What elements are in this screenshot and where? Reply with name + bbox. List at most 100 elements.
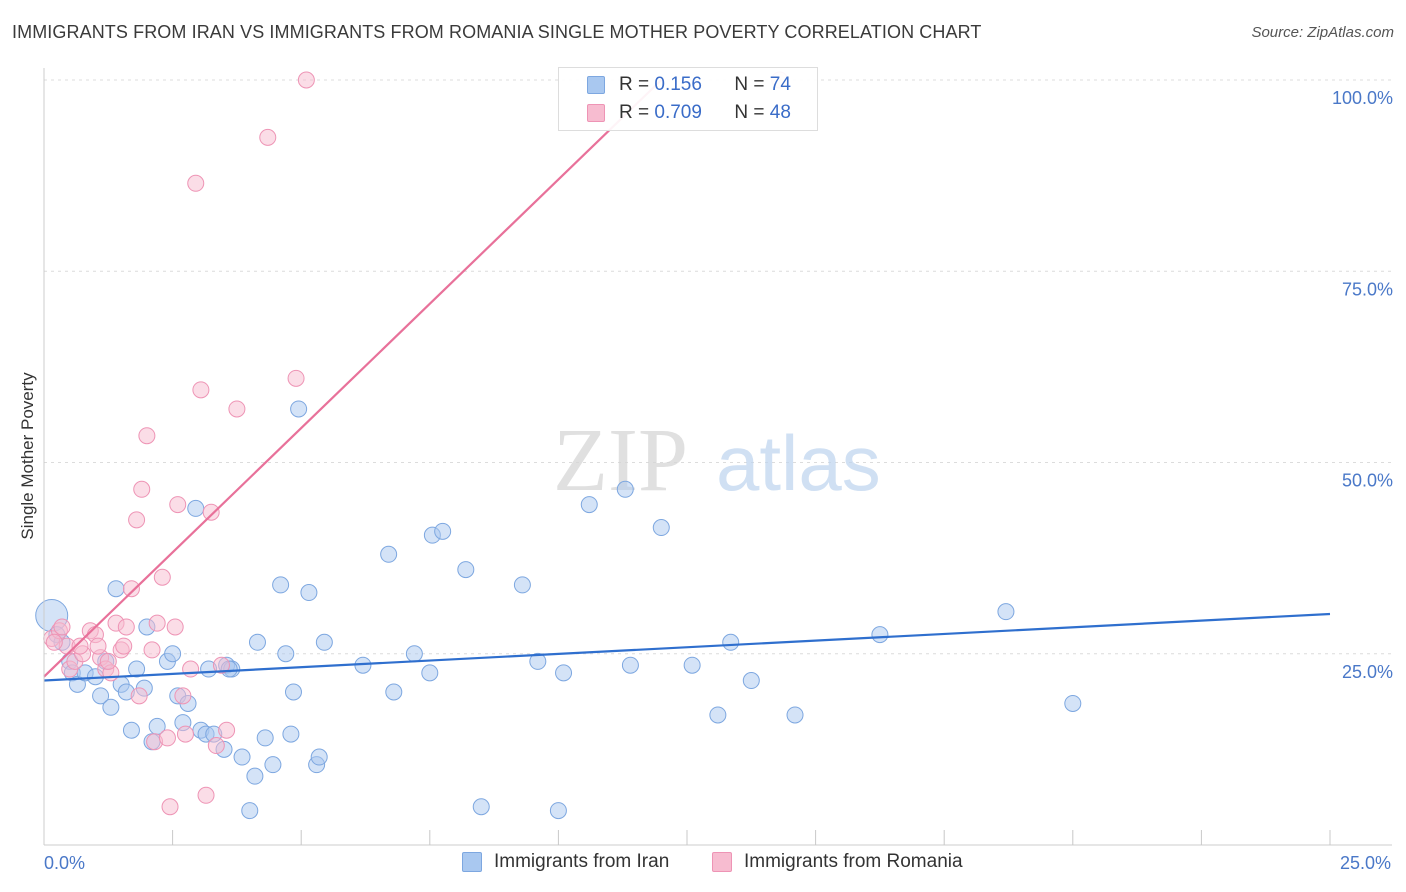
point-iran	[722, 633, 740, 651]
trend-line-romania	[43, 79, 663, 678]
axis-layer	[43, 68, 1392, 846]
point-romania	[176, 725, 194, 743]
point-iran	[472, 798, 490, 816]
point-iran	[187, 499, 205, 517]
legend-swatch-iran	[587, 76, 605, 94]
point-iran	[457, 561, 475, 579]
legend-r-value-iran: 0.156	[654, 74, 702, 95]
point-iran	[555, 664, 573, 682]
bottom-legend-iran: Immigrants from Iran	[462, 851, 669, 873]
point-iran	[434, 522, 452, 540]
point-romania	[197, 786, 215, 804]
legend-row-iran: R = 0.156 N = 74	[619, 73, 791, 97]
point-iran	[246, 767, 264, 785]
point-iran	[164, 645, 182, 663]
y-tick-label-1: 50.0%	[1342, 471, 1393, 491]
point-romania	[207, 737, 225, 755]
point-iran	[300, 584, 318, 602]
point-romania	[158, 729, 176, 747]
trend-lines	[43, 79, 1331, 682]
bottom-legend-swatch-romania	[712, 852, 732, 872]
point-iran	[277, 645, 295, 663]
bottom-legend-swatch-iran	[462, 852, 482, 872]
y-tick-label-0: 25.0%	[1342, 662, 1393, 682]
point-iran	[380, 545, 398, 563]
point-iran	[241, 802, 259, 820]
point-iran	[272, 576, 290, 594]
point-romania	[169, 496, 187, 514]
point-romania	[287, 369, 305, 387]
point-iran	[248, 633, 266, 651]
point-romania	[192, 381, 210, 399]
point-romania	[89, 637, 107, 655]
point-romania	[153, 568, 171, 586]
legend-n-value-romania: 48	[769, 102, 791, 123]
point-romania	[143, 641, 161, 659]
point-iran	[92, 687, 110, 705]
x-axis-min-label: 0.0%	[44, 853, 86, 873]
point-romania	[99, 652, 117, 670]
point-iran	[580, 496, 598, 514]
point-romania	[202, 503, 220, 521]
point-romania	[128, 511, 146, 529]
point-iran	[616, 480, 634, 498]
bottom-legend-label-romania: Immigrants from Romania	[744, 851, 963, 872]
legend-r-value-romania: 0.709	[654, 102, 702, 123]
point-romania	[130, 687, 148, 705]
bottom-legend-romania: Immigrants from Romania	[712, 851, 963, 873]
point-iran	[621, 656, 639, 674]
chart-source: Source: ZipAtlas.com	[1251, 24, 1394, 41]
point-iran	[264, 756, 282, 774]
point-iran	[290, 400, 308, 418]
point-iran	[1064, 694, 1082, 712]
point-romania	[53, 618, 71, 636]
point-romania	[115, 637, 133, 655]
point-romania	[133, 480, 151, 498]
grid-layer	[44, 79, 1392, 655]
bottom-legend-label-iran: Immigrants from Iran	[494, 851, 670, 872]
point-romania	[45, 633, 63, 651]
watermark-atlas: atlas	[716, 419, 881, 507]
point-iran	[871, 626, 889, 644]
point-iran	[122, 721, 140, 739]
series-romania-points	[43, 71, 789, 816]
point-romania	[228, 400, 246, 418]
legend-r-label: R =	[619, 102, 650, 123]
point-romania	[166, 618, 184, 636]
point-iran	[513, 576, 531, 594]
y-tick-labels: 25.0% 50.0% 75.0% 100.0%	[1332, 88, 1393, 682]
point-romania	[117, 618, 135, 636]
x-axis-max-label: 25.0%	[1340, 853, 1392, 873]
point-iran	[107, 580, 125, 598]
legend-r-label: R =	[619, 74, 650, 95]
point-romania	[161, 798, 179, 816]
point-romania	[212, 656, 230, 674]
point-iran	[405, 645, 423, 663]
point-romania	[122, 580, 140, 598]
point-iran	[256, 729, 274, 747]
chart-title: IMMIGRANTS FROM IRAN VS IMMIGRANTS FROM …	[12, 22, 982, 42]
point-iran	[282, 725, 300, 743]
point-iran	[529, 652, 547, 670]
point-iran	[385, 683, 403, 701]
point-iran	[742, 672, 760, 690]
trend-line-iran	[43, 612, 1331, 682]
point-iran	[549, 802, 567, 820]
point-romania	[297, 71, 315, 89]
y-tick-label-3: 100.0%	[1332, 88, 1393, 108]
point-romania	[187, 174, 205, 192]
point-romania	[138, 427, 156, 445]
point-iran	[652, 519, 670, 537]
point-romania	[218, 721, 236, 739]
point-iran	[233, 748, 251, 766]
legend-swatch-romania	[587, 104, 605, 122]
legend-n-value-iran: 74	[769, 74, 791, 95]
point-iran	[683, 656, 701, 674]
point-iran	[128, 660, 146, 678]
point-romania	[71, 637, 89, 655]
y-tick-label-2: 75.0%	[1342, 279, 1393, 299]
point-iran	[786, 706, 804, 724]
correlation-legend: R = 0.156 N = 74 R = 0.709 N = 48	[558, 67, 818, 131]
point-romania	[182, 660, 200, 678]
